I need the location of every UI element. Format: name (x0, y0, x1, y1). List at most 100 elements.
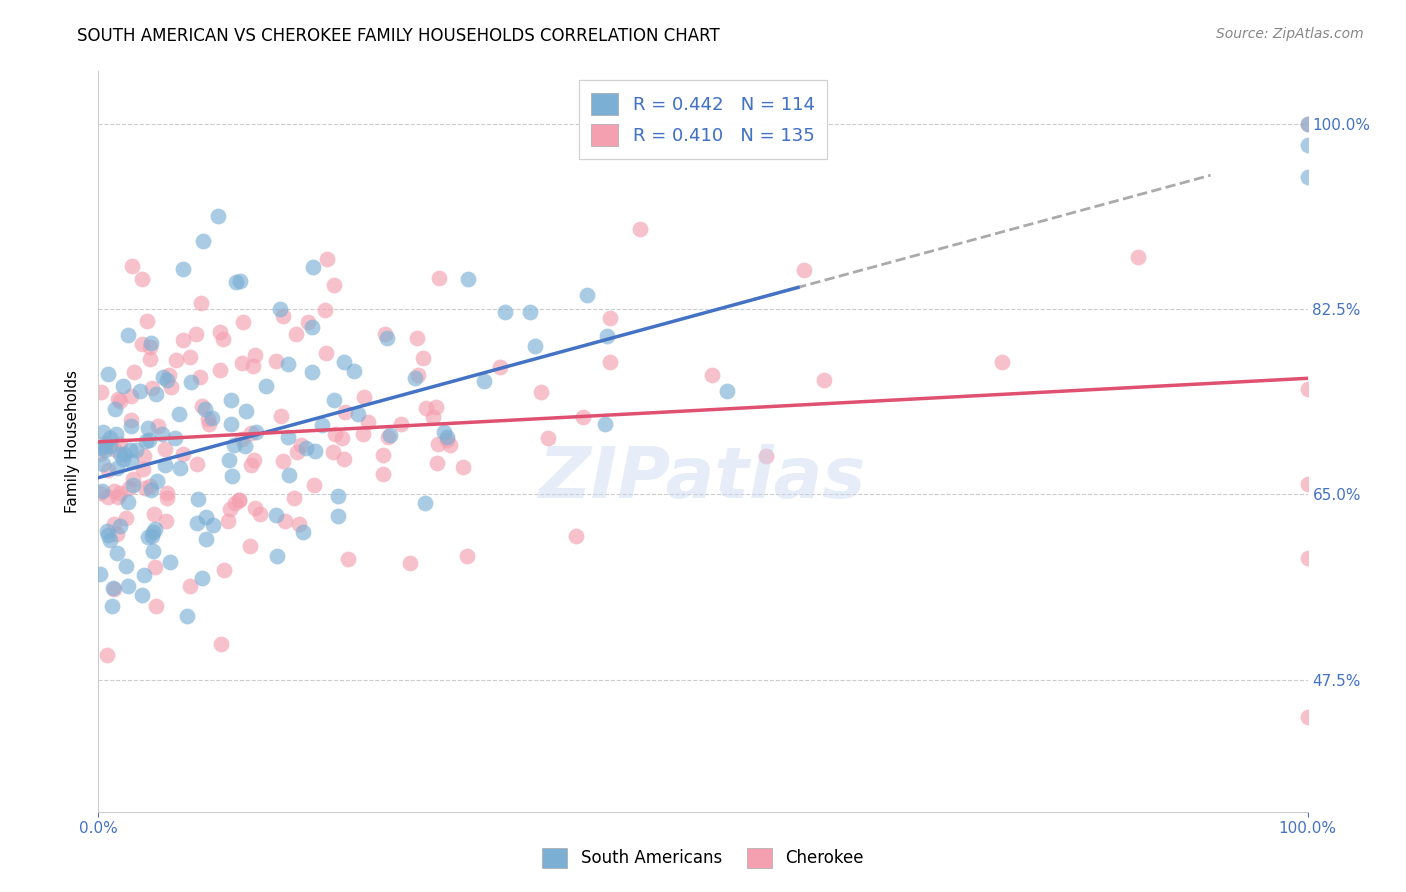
Cherokee (243, 453, 266, 467)
South Americans (195, 509, 218, 524)
Cherokee (439, 438, 461, 452)
South Americans (98, 533, 121, 548)
South Americans (91, 425, 114, 440)
South Americans (91, 484, 114, 499)
Cherokee (628, 222, 651, 236)
Cherokee (304, 478, 326, 492)
Cherokee (89, 447, 111, 461)
Cherokee (89, 486, 111, 500)
Cherokee (537, 431, 560, 445)
South Americans (1296, 138, 1319, 153)
Cherokee (190, 369, 212, 384)
Cherokee (489, 359, 512, 374)
Cherokee (143, 559, 166, 574)
Cherokee (231, 356, 253, 370)
South Americans (576, 288, 599, 302)
South Americans (97, 528, 120, 542)
South Americans (304, 444, 326, 458)
Cherokee (1296, 476, 1319, 491)
Cherokee (135, 314, 157, 328)
South Americans (266, 508, 288, 523)
South Americans (433, 425, 456, 440)
Cherokee (243, 500, 266, 515)
Cherokee (599, 355, 621, 369)
South Americans (96, 524, 118, 538)
Cherokee (793, 263, 815, 277)
South Americans (135, 434, 157, 449)
Cherokee (755, 449, 778, 463)
Cherokee (353, 390, 375, 404)
Cherokee (232, 315, 254, 329)
Cherokee (197, 417, 219, 432)
Cherokee (138, 479, 160, 493)
Cherokee (208, 363, 231, 377)
South Americans (138, 433, 160, 447)
South Americans (221, 469, 243, 483)
Cherokee (264, 354, 287, 368)
Cherokee (97, 462, 120, 476)
Cherokee (238, 539, 260, 553)
Cherokee (141, 381, 163, 395)
Cherokee (316, 252, 339, 266)
Text: SOUTH AMERICAN VS CHEROKEE FAMILY HOUSEHOLDS CORRELATION CHART: SOUTH AMERICAN VS CHEROKEE FAMILY HOUSEH… (77, 27, 720, 45)
South Americans (120, 454, 142, 468)
South Americans (1296, 170, 1319, 185)
Cherokee (103, 582, 125, 597)
Cherokee (1296, 550, 1319, 565)
Cherokee (315, 346, 337, 360)
Cherokee (240, 458, 263, 472)
Cherokee (412, 351, 434, 366)
South Americans (229, 274, 252, 288)
South Americans (165, 431, 187, 445)
Cherokee (122, 472, 145, 486)
Cherokee (197, 412, 219, 426)
Cherokee (273, 514, 295, 528)
Cherokee (108, 486, 131, 500)
South Americans (380, 427, 402, 442)
Cherokee (231, 432, 253, 446)
Cherokee (371, 448, 394, 462)
South Americans (457, 271, 479, 285)
Cherokee (565, 529, 588, 543)
Cherokee (179, 579, 201, 593)
Cherokee (93, 435, 115, 450)
Text: Source: ZipAtlas.com: Source: ZipAtlas.com (1216, 27, 1364, 41)
Cherokee (90, 384, 112, 399)
South Americans (190, 571, 212, 585)
Cherokee (186, 458, 208, 472)
Cherokee (122, 365, 145, 379)
South Americans (346, 407, 368, 421)
Cherokee (297, 315, 319, 329)
South Americans (332, 355, 354, 369)
South Americans (218, 453, 240, 467)
Cherokee (142, 507, 165, 521)
Cherokee (405, 331, 427, 345)
Cherokee (1126, 250, 1149, 264)
South Americans (103, 582, 125, 596)
South Americans (122, 478, 145, 492)
South Americans (104, 402, 127, 417)
South Americans (94, 439, 117, 453)
South Americans (134, 567, 156, 582)
South Americans (596, 328, 619, 343)
Cherokee (287, 517, 309, 532)
South Americans (169, 407, 191, 421)
Cherokee (131, 337, 153, 351)
Cherokee (813, 373, 835, 387)
Legend: South Americans, Cherokee: South Americans, Cherokee (536, 841, 870, 875)
South Americans (278, 467, 301, 482)
South Americans (302, 260, 325, 274)
South Americans (110, 446, 132, 460)
Cherokee (115, 511, 138, 525)
South Americans (277, 357, 299, 371)
South Americans (145, 387, 167, 401)
South Americans (139, 483, 162, 498)
South Americans (343, 364, 366, 378)
Cherokee (336, 552, 359, 566)
Cherokee (290, 438, 312, 452)
South Americans (245, 425, 267, 439)
South Americans (93, 457, 115, 471)
Cherokee (131, 272, 153, 286)
Cherokee (103, 517, 125, 532)
Cherokee (530, 384, 553, 399)
